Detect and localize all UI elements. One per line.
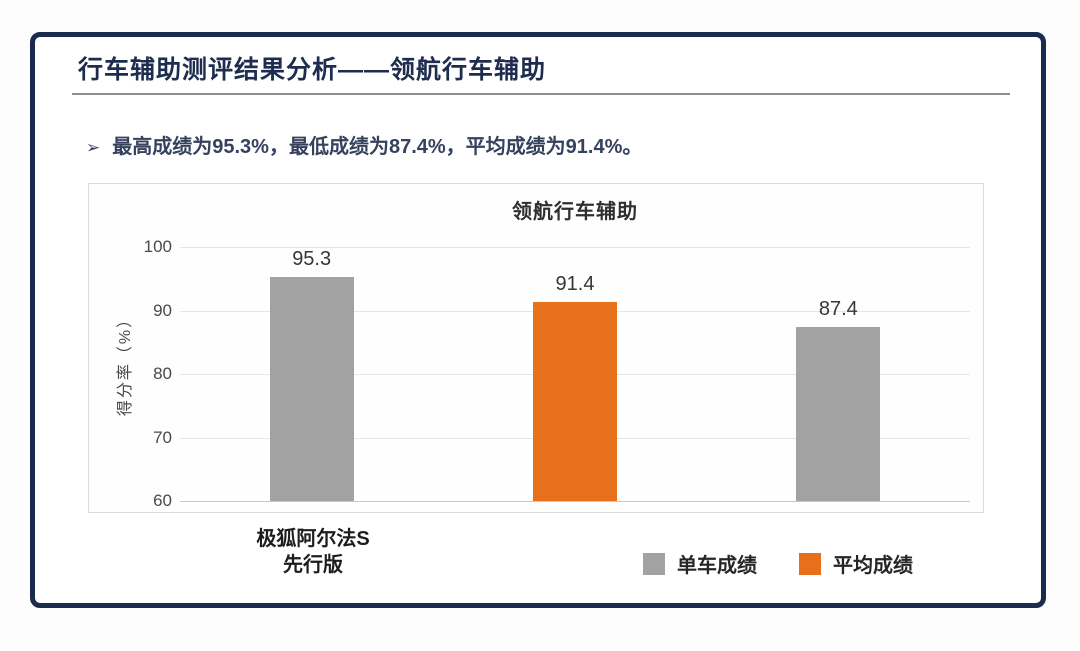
slide-card: 行车辅助测评结果分析——领航行车辅助 ➢ 最高成绩为95.3%，最低成绩为87.…	[30, 32, 1046, 608]
y-tick-60: 60	[153, 491, 172, 510]
x-category-line-2: 先行版	[283, 554, 343, 576]
gridline-60	[180, 501, 970, 502]
bar-单车成绩	[269, 276, 354, 501]
summary-text: 最高成绩为95.3%，最低成绩为87.4%，平均成绩为91.4%。	[112, 136, 643, 158]
plot-area: 95.3 91.4 87.4	[180, 247, 970, 501]
summary-bullet: ➢ 最高成绩为95.3%，最低成绩为87.4%，平均成绩为91.4%。	[86, 130, 642, 159]
legend-swatch-orange	[799, 552, 821, 575]
bar-value-label: 95.3	[292, 247, 332, 270]
bar-value-label: 87.4	[818, 298, 858, 321]
arrow-bullet-icon: ➢	[86, 138, 101, 157]
legend-label: 平均成绩	[833, 555, 913, 577]
chart-panel: 领航行车辅助 得分率（%） 100 90 80 70 60 95.3 91.4 87.4	[88, 183, 984, 513]
bar-平均成绩	[533, 301, 617, 501]
bar-单车成绩	[796, 327, 881, 501]
legend-swatch-gray	[643, 552, 665, 575]
gridline-100	[180, 247, 970, 248]
legend-item-single-score: 单车成绩	[643, 549, 757, 578]
legend-item-average-score: 平均成绩	[799, 549, 913, 578]
y-tick-70: 70	[153, 427, 172, 447]
x-category-label: 极狐阿尔法S 先行版	[203, 526, 423, 578]
title-divider	[72, 93, 1010, 95]
y-tick-100: 100	[143, 237, 172, 256]
legend-label: 单车成绩	[677, 555, 757, 577]
page-title: 行车辅助测评结果分析——领航行车辅助	[78, 56, 547, 84]
chart-title: 领航行车辅助	[512, 201, 638, 223]
y-tick-80: 80	[153, 364, 172, 383]
x-category-line-1: 极狐阿尔法S	[256, 528, 370, 550]
chart-legend: 单车成绩 平均成绩	[643, 549, 913, 578]
y-tick-90: 90	[153, 300, 172, 320]
bar-value-label: 91.4	[555, 272, 595, 295]
